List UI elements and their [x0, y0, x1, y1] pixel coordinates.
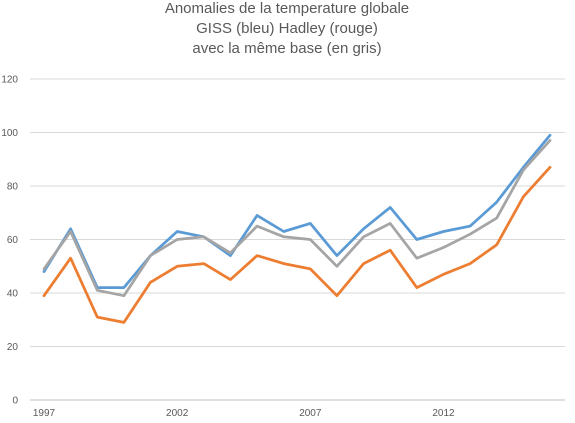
series-line-3	[42, 165, 552, 324]
y-tick-label: 20	[7, 342, 19, 353]
x-tick-label: 2007	[299, 408, 322, 419]
chart-title-line-3: avec la même base (en gris)	[192, 40, 381, 57]
series-line-1	[42, 133, 552, 289]
chart-title-line-2: GISS (bleu) Hadley (rouge)	[196, 20, 378, 37]
y-axis-ticks: 0 20 40 60 80 100 120	[1, 75, 18, 407]
x-tick-label: 2012	[432, 408, 455, 419]
y-tick-label: 120	[1, 75, 18, 86]
y-tick-label: 0	[12, 396, 18, 407]
chart-title-line-1: Anomalies de la temperature globale	[165, 0, 409, 17]
x-tick-label: 1997	[33, 408, 56, 419]
x-tick-label: 2002	[166, 408, 189, 419]
series-line-2	[42, 139, 552, 298]
y-tick-label: 100	[1, 128, 18, 139]
series-lines	[42, 133, 552, 324]
y-tick-label: 40	[7, 289, 19, 300]
x-axis-ticks: 1997 2002 2007 2012	[33, 408, 455, 419]
y-tick-label: 80	[7, 182, 19, 193]
chart-title: Anomalies de la temperature globale GISS…	[165, 0, 409, 57]
gridlines	[30, 78, 565, 401]
y-tick-label: 60	[7, 235, 19, 246]
